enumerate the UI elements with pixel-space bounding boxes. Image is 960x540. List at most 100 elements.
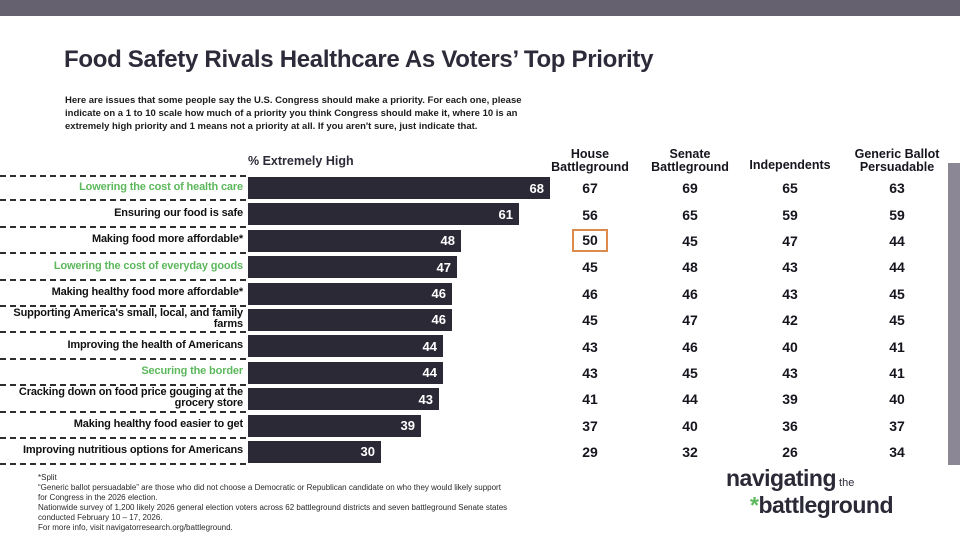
row-bar-value: 47: [436, 259, 451, 275]
value-generic-ballot: 44: [889, 232, 905, 249]
value-senate-battleground: 48: [682, 259, 698, 276]
row-bar-value: 46: [431, 312, 446, 328]
value-senate-battleground: 46: [682, 338, 698, 355]
table-row: Making food more affordable* 48 50 45 47…: [0, 228, 960, 255]
row-label: Improving the health of Americans: [0, 333, 246, 360]
column-header-line: Independents: [749, 158, 831, 172]
row-bar: 43: [248, 388, 439, 411]
row-label: Making healthy food easier to get: [0, 413, 246, 439]
row-label: Making healthy food more affordable*: [0, 281, 246, 307]
table-row: Lowering the cost of health care 68 67 6…: [0, 175, 960, 202]
subtitle-line: Here are issues that some people say the…: [65, 95, 522, 106]
value-independents: 40: [782, 338, 798, 355]
logo-word-battleground: battleground: [758, 492, 893, 518]
value-independents: 36: [782, 417, 798, 434]
row-bar-value: 44: [422, 338, 437, 354]
logo-asterisk-icon: *: [750, 492, 759, 518]
row-bar: 48: [248, 229, 461, 252]
value-independents: 43: [782, 259, 798, 276]
row-bar: 30: [248, 440, 381, 463]
value-senate-battleground: 69: [682, 180, 698, 197]
table-row: Securing the border 44 43 45 43 41: [0, 360, 960, 387]
value-house-battleground: 45: [582, 259, 598, 276]
value-senate-battleground: 65: [682, 206, 698, 223]
footnote-line: “Generic ballot persuadable” are those w…: [38, 483, 501, 492]
value-senate-battleground: 32: [682, 444, 698, 461]
value-generic-ballot: 63: [889, 180, 905, 197]
value-senate-battleground: 45: [682, 364, 698, 381]
column-header-line: Battleground: [651, 160, 729, 174]
column-header-line: House: [570, 147, 610, 161]
value-house-battleground: 56: [582, 206, 598, 223]
column-header-generic-ballot-persuadable: Generic Ballot Persuadable: [837, 134, 957, 174]
value-independents: 39: [782, 391, 798, 408]
value-house-battleground: 46: [582, 285, 598, 302]
subtitle-line: extremely high priority and 1 means not …: [65, 121, 478, 132]
value-house-battleground: 43: [582, 338, 598, 355]
value-generic-ballot: 40: [889, 391, 905, 408]
column-header-line: Senate: [669, 147, 711, 161]
row-bar: 46: [248, 308, 452, 331]
value-senate-battleground: 47: [682, 312, 698, 329]
footnote-line: conducted February 10 – 17, 2026.: [38, 513, 163, 522]
highlight-box: 50: [572, 229, 608, 253]
column-header-line: Battleground: [551, 160, 629, 174]
navigating-the-battleground-logo: navigating the *battleground: [726, 467, 952, 520]
value-house-battleground: 37: [582, 417, 598, 434]
table-row: Making healthy food more affordable* 46 …: [0, 281, 960, 307]
value-senate-battleground: 40: [682, 417, 698, 434]
top-accent-bar: [0, 0, 960, 16]
footnote-line: For more info, visit navigatorresearch.o…: [38, 523, 233, 532]
value-independents: 42: [782, 312, 798, 329]
survey-question-text: Here are issues that some people say the…: [65, 94, 522, 133]
table-row: Ensuring our food is safe 61 56 65 59 59: [0, 201, 960, 228]
value-generic-ballot: 45: [889, 312, 905, 329]
column-header-line: Persuadable: [859, 160, 935, 174]
value-house-battleground: 67: [582, 180, 598, 197]
row-label: Making food more affordable*: [0, 228, 246, 255]
row-bar: 47: [248, 256, 457, 279]
row-bar: 68: [248, 177, 550, 199]
table-row: Lowering the cost of everyday goods 47 4…: [0, 254, 960, 281]
value-independents: 26: [782, 444, 798, 461]
footnote-line: Nationwide survey of 1,200 likely 2026 g…: [38, 503, 508, 512]
value-senate-battleground: 44: [682, 391, 698, 408]
row-bar-value: 61: [498, 206, 513, 222]
row-bar-value: 46: [431, 286, 446, 302]
table-row: Improving the health of Americans 44 43 …: [0, 333, 960, 360]
footnote-line: for Congress in the 2026 election.: [38, 493, 158, 502]
value-generic-ballot: 41: [889, 338, 905, 355]
logo-word-navigating: navigating: [726, 465, 837, 491]
right-accent-strip: [948, 163, 960, 465]
row-bar: 61: [248, 203, 519, 226]
value-generic-ballot: 45: [889, 285, 905, 302]
value-independents: 43: [782, 285, 798, 302]
row-bar-value: 39: [400, 418, 415, 434]
row-label: Lowering the cost of health care: [0, 175, 246, 202]
row-bar-value: 44: [422, 365, 437, 381]
value-independents: 59: [782, 206, 798, 223]
value-house-battleground: 43: [582, 364, 598, 381]
value-generic-ballot: 44: [889, 259, 905, 276]
bar-series-label: % Extremely High: [248, 154, 354, 168]
column-header-independents: Independents: [728, 134, 852, 174]
value-generic-ballot: 34: [889, 444, 905, 461]
value-senate-battleground: 46: [682, 285, 698, 302]
value-generic-ballot: 59: [889, 206, 905, 223]
row-bar-value: 68: [529, 180, 544, 196]
row-bar-value: 30: [360, 444, 375, 460]
chart-rows: Lowering the cost of health care 68 67 6…: [0, 175, 960, 466]
row-label: Ensuring our food is safe: [0, 201, 246, 228]
value-house-battleground: 41: [582, 391, 598, 408]
logo-line-1: navigating the: [726, 467, 952, 494]
value-senate-battleground: 45: [682, 232, 698, 249]
row-bar: 39: [248, 414, 421, 437]
column-header-house-battleground: House Battleground: [535, 134, 645, 174]
footnotes: *Split “Generic ballot persuadable” are …: [38, 473, 507, 533]
row-bar: 44: [248, 335, 443, 358]
subtitle-line: indicate on a 1 to 10 scale how much of …: [65, 108, 518, 119]
column-header-senate-battleground: Senate Battleground: [635, 134, 745, 174]
page-title: Food Safety Rivals Healthcare As Voters’…: [64, 46, 654, 73]
value-generic-ballot: 37: [889, 417, 905, 434]
